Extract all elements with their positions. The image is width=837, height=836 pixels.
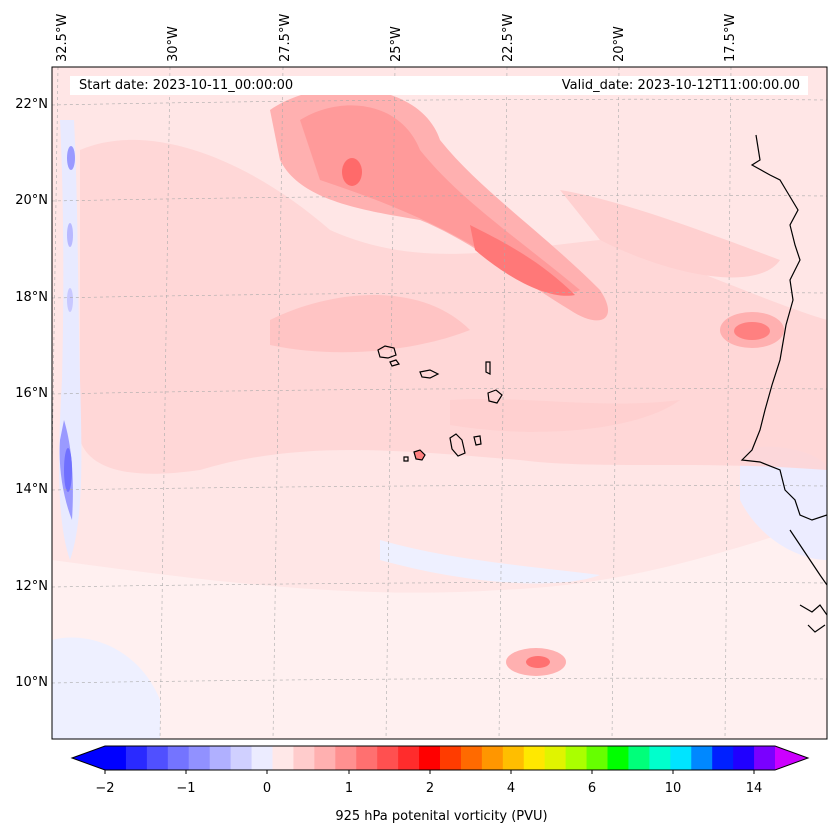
- colorbar-swatch: [356, 746, 378, 770]
- colorbar: [70, 745, 810, 774]
- pv-streak-core: [470, 225, 575, 296]
- pv-band: [270, 295, 470, 353]
- lon-label: 17.5°W: [723, 13, 738, 62]
- colorbar-tick-label: 10: [664, 781, 682, 796]
- colorbar-swatch: [272, 746, 294, 770]
- colorbar-swatch: [125, 746, 148, 770]
- lon-label: 22.5°W: [501, 13, 516, 62]
- pv-blob: [526, 656, 550, 668]
- colorbar-swatch: [377, 746, 399, 770]
- pv-negative-strip: [67, 146, 75, 170]
- colorbar-swatch: [586, 746, 608, 770]
- colorbar-swatch: [419, 746, 441, 770]
- colorbar-swatch: [691, 746, 713, 770]
- colorbar-swatch: [188, 746, 211, 770]
- pv-band: [80, 139, 827, 474]
- colorbar-swatch: [649, 746, 671, 770]
- colorbar-swatch: [502, 746, 525, 770]
- pv-negative-patch: [52, 637, 160, 739]
- valid-date-label: Valid_date: 2023-10-12T11:00:00.00: [561, 78, 800, 93]
- pv-negative-strip: [64, 448, 72, 492]
- colorbar-extend-high: [775, 746, 808, 770]
- colorbar-tick-label: 0: [262, 781, 272, 796]
- colorbar-swatch: [230, 746, 253, 770]
- colorbar-swatch: [251, 746, 273, 770]
- lon-label: 30°W: [166, 26, 181, 62]
- pv-negative-patch: [740, 446, 827, 560]
- colorbar-tick-label: −1: [176, 781, 196, 796]
- pv-negative-strip: [67, 288, 73, 312]
- pv-band: [560, 190, 780, 278]
- colorbar-title: 925 hPa potenital vorticity (PVU): [335, 809, 548, 824]
- colorbar-swatch: [670, 746, 692, 770]
- lat-label: 12°N: [15, 579, 48, 594]
- colorbar-swatch: [481, 746, 504, 770]
- colorbar-swatch: [565, 746, 588, 770]
- lon-label: 25°W: [389, 26, 404, 62]
- colorbar-swatch: [167, 746, 190, 770]
- pv-blob: [734, 322, 770, 340]
- colorbar-swatch: [146, 746, 169, 770]
- lat-label: 16°N: [15, 386, 48, 401]
- lat-label: 10°N: [15, 675, 48, 690]
- colorbar-swatch: [293, 746, 315, 770]
- map-frame: [51, 66, 828, 740]
- colorbar-tick-label: 6: [587, 781, 597, 796]
- coastline: [740, 134, 827, 633]
- lat-label: 22°N: [15, 97, 48, 112]
- colorbar-swatch: [314, 746, 336, 770]
- pv-band: [450, 398, 680, 432]
- colorbar-swatch: [398, 746, 420, 770]
- colorbar-swatch: [754, 746, 776, 770]
- lat-label: 18°N: [15, 290, 48, 305]
- colorbar-tick-label: 14: [745, 781, 763, 796]
- colorbar-swatch: [544, 746, 567, 770]
- colorbar-swatch: [628, 746, 650, 770]
- colorbar-swatch: [523, 746, 546, 770]
- pv-field: [52, 67, 827, 739]
- colorbar-tick-label: −2: [95, 781, 115, 796]
- header-box: [70, 76, 808, 95]
- colorbar-swatch: [460, 746, 483, 770]
- pv-streak: [300, 105, 580, 294]
- colorbar-swatch: [607, 746, 629, 770]
- pv-negative-strip: [67, 223, 73, 247]
- colorbar-swatch: [105, 746, 127, 770]
- colorbar-tick-label: 4: [506, 781, 516, 796]
- colorbar-extend-low: [72, 746, 105, 770]
- pv-negative-patch: [380, 540, 600, 584]
- colorbar-swatch: [733, 746, 755, 770]
- lon-label: 20°W: [612, 26, 627, 62]
- colorbar-tick-label: 1: [344, 781, 354, 796]
- colorbar-swatch: [209, 746, 232, 770]
- cape-verde-islands: [377, 345, 503, 462]
- pv-low-region: [52, 520, 827, 739]
- lat-label: 20°N: [15, 193, 48, 208]
- colorbar-tick-label: 2: [425, 781, 435, 796]
- lat-label: 14°N: [15, 482, 48, 497]
- lon-label: 32.5°W: [55, 13, 70, 62]
- pv-max: [342, 158, 362, 186]
- lon-label: 27.5°W: [278, 13, 293, 62]
- colorbar-swatch: [335, 746, 357, 770]
- graticule: [52, 67, 827, 739]
- colorbar-swatch: [440, 746, 462, 770]
- colorbar-swatch: [712, 746, 734, 770]
- start-date-label: Start date: 2023-10-11_00:00:00: [79, 78, 294, 93]
